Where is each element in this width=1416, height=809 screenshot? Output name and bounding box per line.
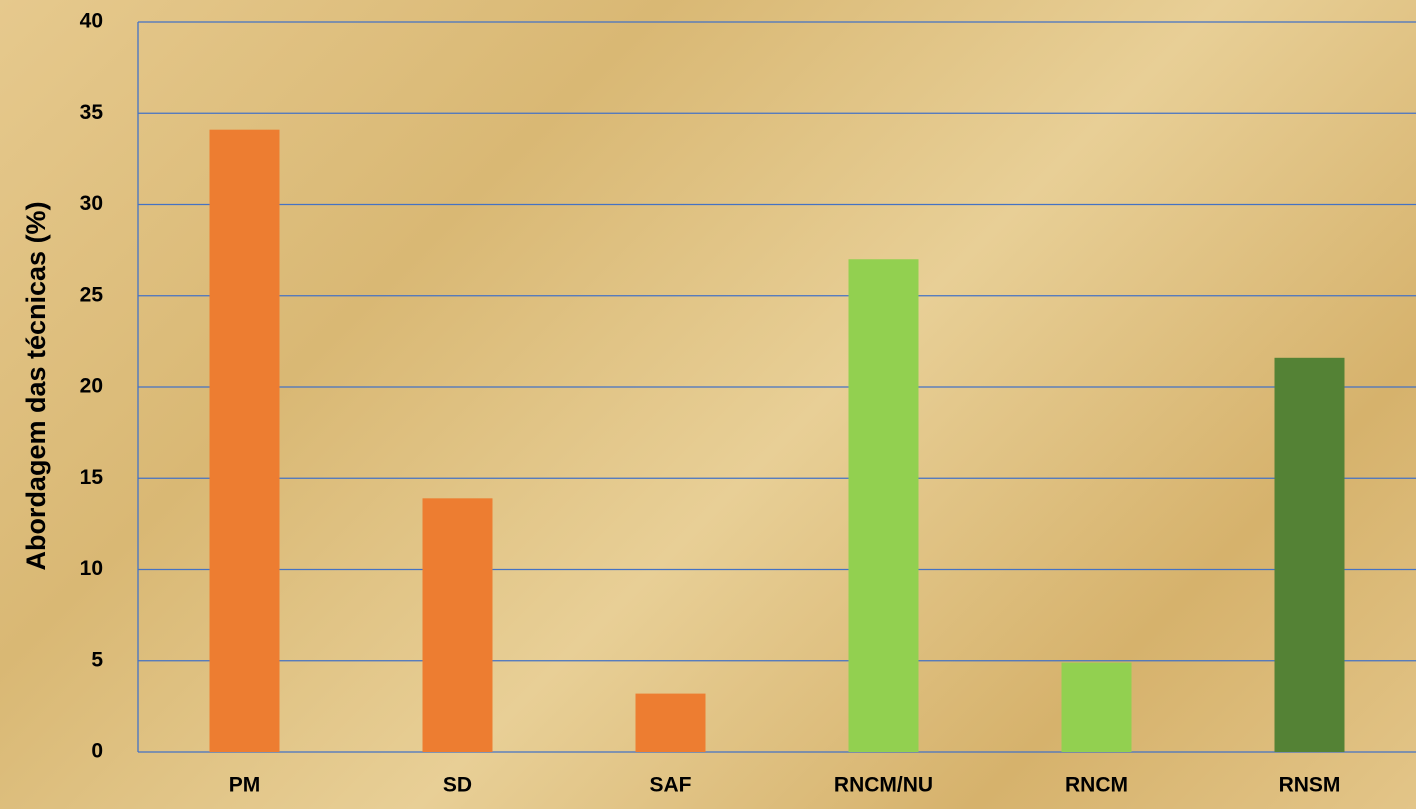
x-tick-label: RNCM/NU bbox=[834, 774, 933, 797]
x-tick-label: SAF bbox=[650, 774, 692, 797]
bar bbox=[1061, 662, 1132, 752]
bar bbox=[848, 259, 919, 752]
bar bbox=[1274, 357, 1345, 752]
y-axis-label: Abordagem das técnicas (%) bbox=[21, 201, 51, 570]
bar bbox=[209, 129, 280, 753]
y-tick-label: 40 bbox=[80, 10, 103, 33]
x-tick-label: RNSM bbox=[1279, 774, 1341, 797]
y-tick-label: 5 bbox=[91, 648, 103, 671]
x-tick-label: RNCM bbox=[1065, 774, 1128, 797]
y-tick-label: 20 bbox=[80, 375, 103, 398]
x-tick-label: PM bbox=[229, 774, 261, 797]
y-tick-label: 35 bbox=[80, 101, 104, 124]
y-tick-label: 0 bbox=[91, 740, 103, 763]
y-tick-label: 10 bbox=[80, 557, 103, 580]
x-tick-label: SD bbox=[443, 774, 472, 797]
y-tick-label: 30 bbox=[80, 192, 103, 215]
y-tick-label: 25 bbox=[80, 283, 104, 306]
bar bbox=[635, 693, 706, 752]
y-tick-label: 15 bbox=[80, 466, 104, 489]
bar bbox=[422, 498, 493, 752]
